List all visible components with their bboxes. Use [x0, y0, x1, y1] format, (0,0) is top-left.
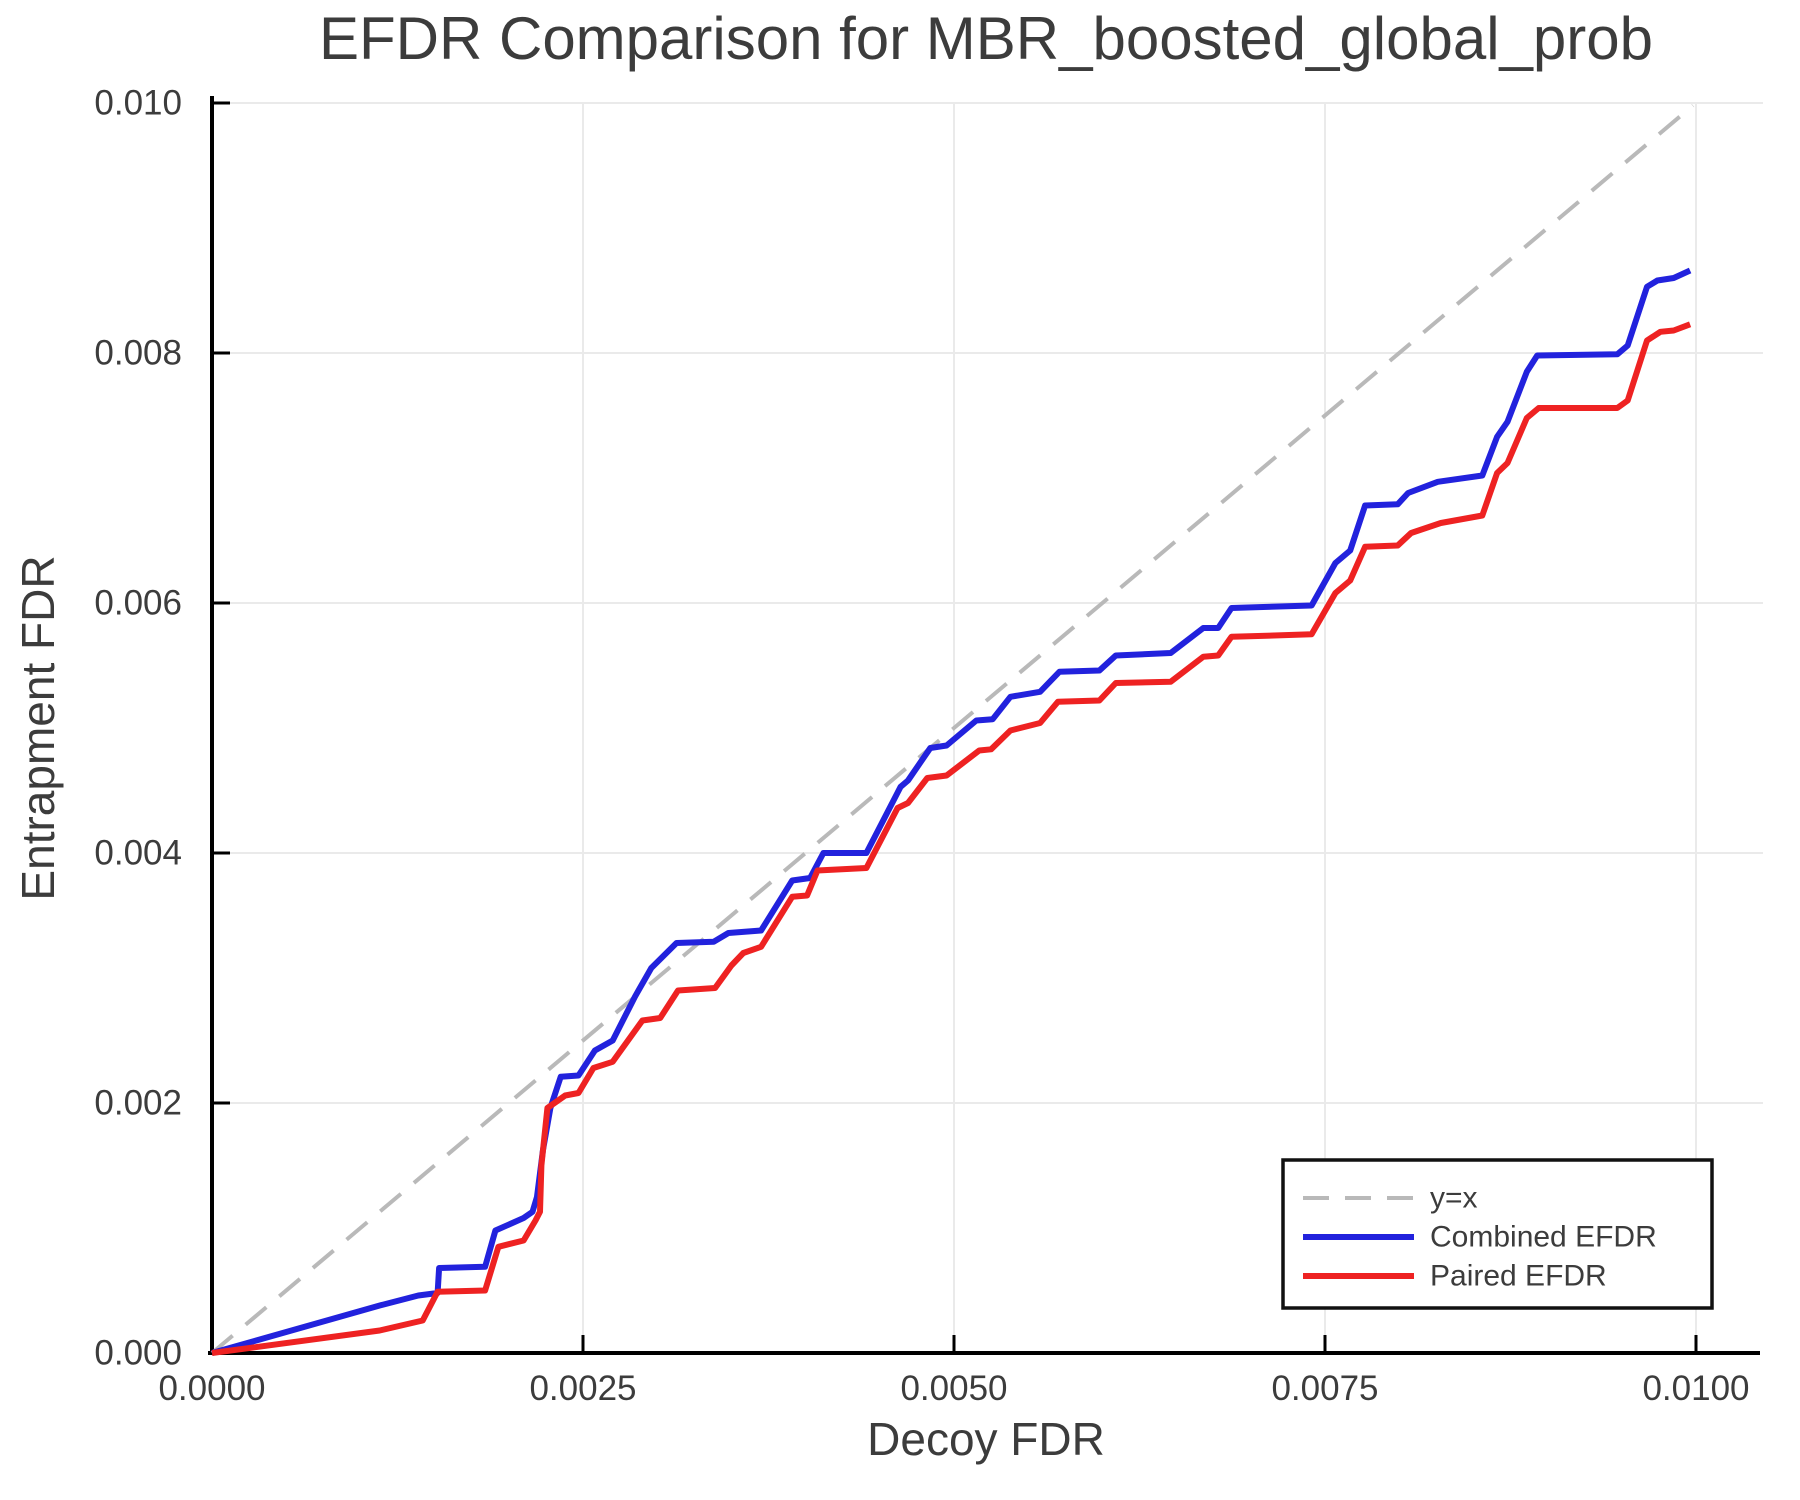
y-tick-label: 0.008	[94, 334, 182, 373]
x-tick-label: 0.0025	[529, 1369, 636, 1408]
y-tick-label: 0.010	[94, 84, 182, 123]
y-axis-label: Entrapment FDR	[12, 555, 64, 901]
legend-label: Combined EFDR	[1430, 1221, 1657, 1254]
legend-label: Paired EFDR	[1430, 1260, 1607, 1293]
y-tick-label: 0.000	[94, 1334, 182, 1373]
x-axis-label: Decoy FDR	[867, 1413, 1105, 1465]
y-tick-label: 0.004	[94, 834, 182, 873]
series-line-y-x	[210, 103, 1695, 1355]
x-tick-label: 0.0075	[1271, 1369, 1378, 1408]
x-tick-label: 0.0100	[1642, 1369, 1749, 1408]
chart-title: EFDR Comparison for MBR_boosted_global_p…	[318, 5, 1653, 72]
y-tick-label: 0.002	[94, 1084, 182, 1123]
x-tick-label: 0.0000	[158, 1369, 265, 1408]
series-line-paired-efdr	[211, 321, 1692, 1356]
x-tick-label: 0.0050	[900, 1369, 1007, 1408]
legend-label: y=x	[1430, 1182, 1478, 1215]
y-tick-label: 0.006	[94, 584, 182, 623]
